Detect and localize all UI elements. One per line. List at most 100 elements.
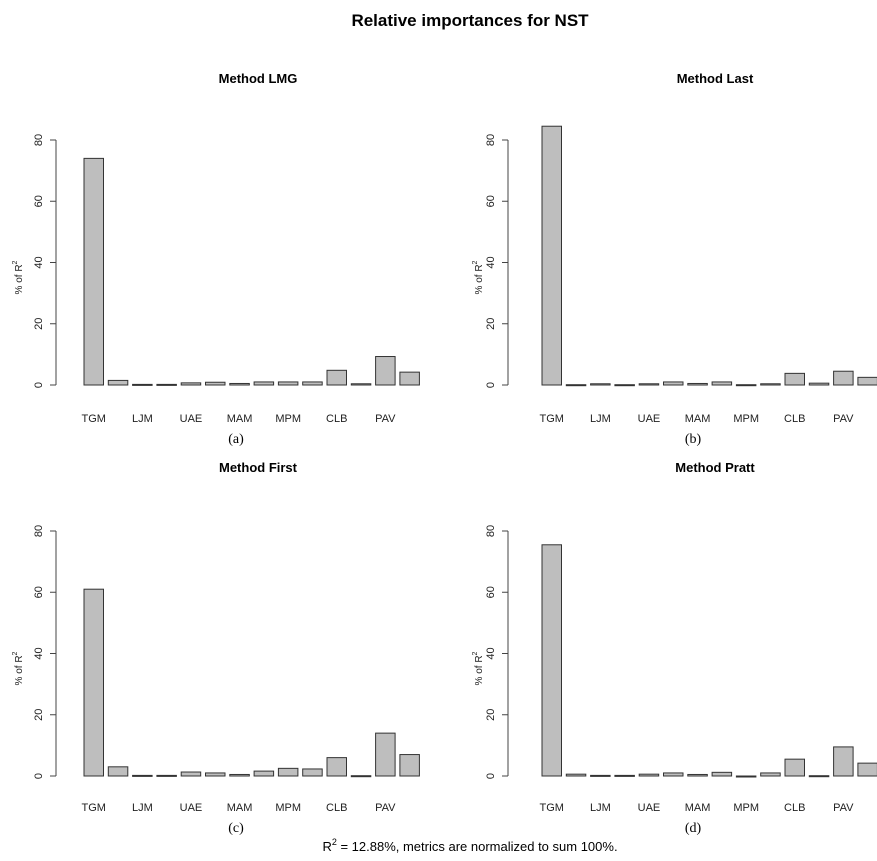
- bar-10: [760, 383, 781, 386]
- figure-title: Relative importances for NST: [351, 11, 589, 30]
- x-tick-label-pav: PAV: [375, 413, 396, 425]
- footer-sup: 2: [332, 837, 337, 847]
- bar-uae: [180, 771, 202, 777]
- bar-14: [399, 754, 420, 777]
- y-tick-label: 0: [485, 773, 497, 779]
- y-tick-label: 80: [33, 525, 45, 537]
- panel-c: Method First 0 20 40 60 80 % of R2 TGM LJM UAE MAM…: [12, 460, 420, 836]
- bar-uae: [180, 382, 202, 386]
- y-tick-label: 60: [33, 586, 45, 598]
- bar-tgm: [541, 125, 562, 386]
- y-tick-label: 80: [33, 134, 45, 146]
- x-tick-label-mpm: MPM: [733, 413, 759, 425]
- subfigure-label: (c): [228, 821, 244, 836]
- bar-14: [857, 762, 877, 777]
- bar-2: [565, 773, 587, 777]
- y-tick-label: 0: [33, 382, 45, 388]
- bar-6: [205, 772, 226, 777]
- bar-6: [205, 381, 226, 386]
- y-tick-label: 60: [33, 195, 45, 207]
- y-tick-label: 0: [33, 773, 45, 779]
- y-axis-label: % of R2: [472, 260, 485, 294]
- y-tick-label: 80: [485, 525, 497, 537]
- bar-pav: [375, 356, 396, 386]
- y-tick-label: 60: [485, 586, 497, 598]
- x-tick-label-ljm: LJM: [132, 802, 153, 814]
- bar-8: [253, 381, 275, 386]
- x-tick-label-ljm: LJM: [132, 413, 153, 425]
- x-tick-label-clb: CLB: [784, 802, 805, 814]
- x-tick-label-tgm: TGM: [82, 802, 106, 814]
- bar-mpm: [735, 775, 757, 778]
- y-tick-label: 40: [33, 256, 45, 268]
- bar-pav: [833, 746, 854, 777]
- x-tick-label-ljm: LJM: [590, 802, 611, 814]
- bar-clb: [784, 758, 805, 777]
- bar-6: [663, 772, 684, 777]
- bar-8: [253, 770, 275, 777]
- y-tick-label: 60: [485, 195, 497, 207]
- bar-4: [156, 383, 177, 386]
- subfigure-label: (b): [685, 432, 702, 447]
- y-tick-label: 40: [485, 256, 497, 268]
- y-tick-label: 20: [33, 709, 45, 721]
- y-axis-label: % of R2: [12, 260, 25, 294]
- bar-4: [614, 774, 635, 777]
- bar-6: [663, 381, 684, 386]
- bar-ljm: [132, 774, 153, 777]
- x-tick-label-tgm: TGM: [540, 413, 564, 425]
- bar-tgm: [83, 588, 104, 777]
- y-tick-label: 20: [485, 709, 497, 721]
- bar-4: [156, 774, 177, 777]
- x-tick-label-tgm: TGM: [82, 413, 106, 425]
- x-tick-label-mpm: MPM: [275, 802, 301, 814]
- bar-mam: [229, 382, 250, 386]
- x-tick-label-mpm: MPM: [733, 802, 759, 814]
- bar-14: [857, 376, 877, 386]
- bar-12: [808, 382, 830, 386]
- x-tick-label-clb: CLB: [326, 413, 347, 425]
- x-tick-label-mam: MAM: [227, 413, 253, 425]
- x-tick-label-uae: UAE: [180, 413, 203, 425]
- bar-14: [399, 371, 420, 386]
- y-axis-label: % of R2: [12, 651, 25, 685]
- x-tick-label-ljm: LJM: [590, 413, 611, 425]
- bar-ljm: [132, 383, 153, 386]
- y-tick-label: 20: [33, 318, 45, 330]
- bar-8: [711, 381, 733, 386]
- bar-mpm: [277, 381, 299, 386]
- bar-clb: [326, 757, 347, 777]
- bar-2: [107, 379, 129, 386]
- footer-r: R: [322, 839, 331, 854]
- bar-mam: [229, 773, 250, 777]
- x-tick-label-mam: MAM: [227, 802, 253, 814]
- bar-2: [565, 384, 587, 387]
- bar-mpm: [735, 384, 757, 387]
- y-tick-label: 0: [485, 382, 497, 388]
- x-tick-label-pav: PAV: [375, 802, 396, 814]
- panel-title: Method First: [219, 460, 298, 475]
- bar-pav: [375, 732, 396, 777]
- panel-title: Method Last: [677, 71, 754, 86]
- bar-10: [760, 772, 781, 777]
- bar-clb: [784, 372, 805, 386]
- bar-mpm: [277, 767, 299, 777]
- bar-uae: [638, 773, 660, 777]
- x-tick-label-tgm: TGM: [540, 802, 564, 814]
- bar-10: [302, 768, 323, 777]
- x-tick-label-pav: PAV: [833, 802, 854, 814]
- bar-mam: [687, 382, 708, 386]
- bar-tgm: [83, 157, 104, 386]
- bar-pav: [833, 370, 854, 386]
- bar-12: [808, 775, 830, 778]
- footer-note: R2 = 12.88%, metrics are normalized to s…: [322, 837, 617, 854]
- panel-title: Method Pratt: [675, 460, 755, 475]
- bar-mam: [687, 773, 708, 777]
- y-tick-label: 80: [485, 134, 497, 146]
- x-tick-label-mam: MAM: [685, 802, 711, 814]
- x-tick-label-clb: CLB: [784, 413, 805, 425]
- x-tick-label-clb: CLB: [326, 802, 347, 814]
- bar-tgm: [541, 544, 562, 777]
- y-tick-label: 20: [485, 318, 497, 330]
- footer-text: = 12.88%, metrics are normalized to sum …: [337, 839, 618, 854]
